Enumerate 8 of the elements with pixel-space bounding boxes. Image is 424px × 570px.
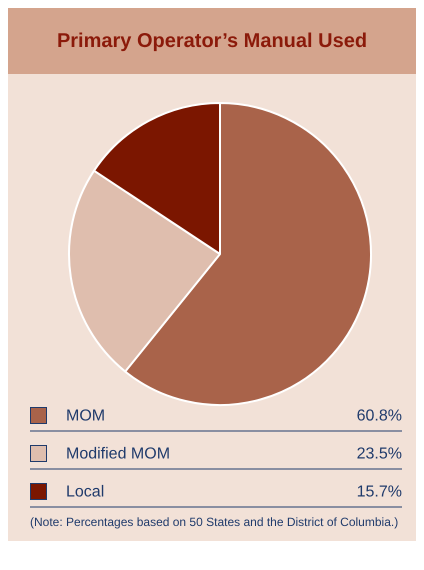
data-label: 23.5% xyxy=(356,445,402,462)
legend-label: Modified MOM xyxy=(66,445,170,462)
text: (Note: Percentages based on 50 States and the District of Columbia.) xyxy=(29,514,400,531)
data-label: 60.8% xyxy=(356,407,402,424)
data-label: 15.7% xyxy=(356,483,402,500)
legend-label: MOM xyxy=(66,407,106,424)
legend-label: Local xyxy=(66,483,104,500)
chart-title: Primary Operator’s Manual Used xyxy=(56,30,368,52)
